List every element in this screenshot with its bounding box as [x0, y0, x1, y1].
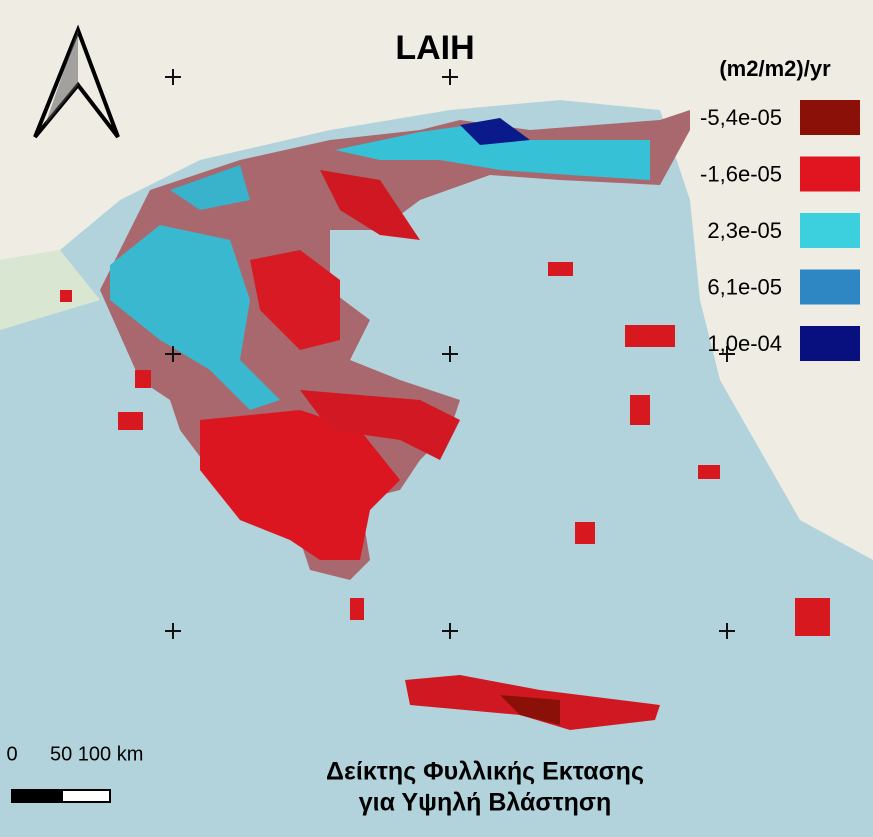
legend-swatch — [800, 326, 860, 361]
island — [795, 598, 830, 636]
island — [350, 598, 364, 620]
island — [698, 465, 720, 479]
grid-cross — [165, 69, 735, 639]
land-background — [0, 0, 873, 560]
pindus-positive — [110, 225, 280, 410]
scale-label: 0 — [6, 743, 17, 765]
legend-label: 2,3e-05 — [707, 218, 782, 243]
scale-bar-white — [61, 789, 111, 803]
north-positive — [170, 165, 250, 210]
sterea-negative — [300, 390, 460, 460]
graticule — [165, 69, 735, 639]
thrace-positive — [335, 125, 650, 180]
legend-label: 6,1e-05 — [707, 274, 782, 299]
legend-label: 1,0e-04 — [707, 331, 782, 356]
island — [630, 395, 650, 425]
legend-swatch — [800, 269, 860, 305]
land-albania — [0, 250, 100, 330]
crete-strong-negative — [500, 695, 560, 725]
map-title: LAIH — [395, 29, 474, 67]
thessaly-negative — [250, 250, 340, 350]
legend-swatch — [800, 213, 860, 248]
legend-title: (m2/m2)/yr — [719, 56, 831, 81]
legend-label: -1,6e-05 — [700, 161, 782, 186]
legend: -5,4e-05 -1,6e-05 2,3e-05 6,1e-05 1,0e-04 — [700, 100, 860, 361]
island — [548, 262, 573, 276]
scale-label: 50 100 km — [50, 743, 143, 765]
chalkidiki-negative — [320, 170, 420, 240]
peloponnese-negative — [200, 410, 400, 560]
rhodope-strong — [460, 118, 530, 145]
caption-line: για Υψηλή Βλάστηση — [359, 789, 612, 817]
island — [118, 412, 143, 430]
legend-swatch — [800, 156, 860, 192]
scale-bar-black — [11, 789, 63, 803]
island — [60, 290, 72, 302]
legend-label: -5,4e-05 — [700, 105, 782, 130]
legend-swatch — [800, 100, 860, 135]
island — [625, 325, 675, 347]
arrow-shade — [45, 30, 78, 125]
islands — [60, 262, 830, 636]
island — [575, 522, 595, 544]
north-arrow — [33, 24, 120, 139]
island — [135, 370, 151, 388]
caption-line: Δείκτης Φυλλικής Εκτασης — [326, 758, 644, 786]
